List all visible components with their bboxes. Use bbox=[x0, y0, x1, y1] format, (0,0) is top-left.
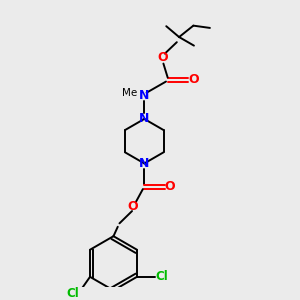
Text: N: N bbox=[139, 112, 149, 125]
Text: O: O bbox=[158, 51, 168, 64]
Text: O: O bbox=[128, 200, 139, 213]
Text: O: O bbox=[165, 180, 175, 193]
Text: Cl: Cl bbox=[155, 270, 168, 283]
Text: O: O bbox=[188, 73, 199, 86]
Text: Cl: Cl bbox=[67, 287, 79, 300]
Text: N: N bbox=[139, 89, 149, 102]
Text: N: N bbox=[139, 157, 149, 170]
Text: Me: Me bbox=[122, 88, 137, 98]
